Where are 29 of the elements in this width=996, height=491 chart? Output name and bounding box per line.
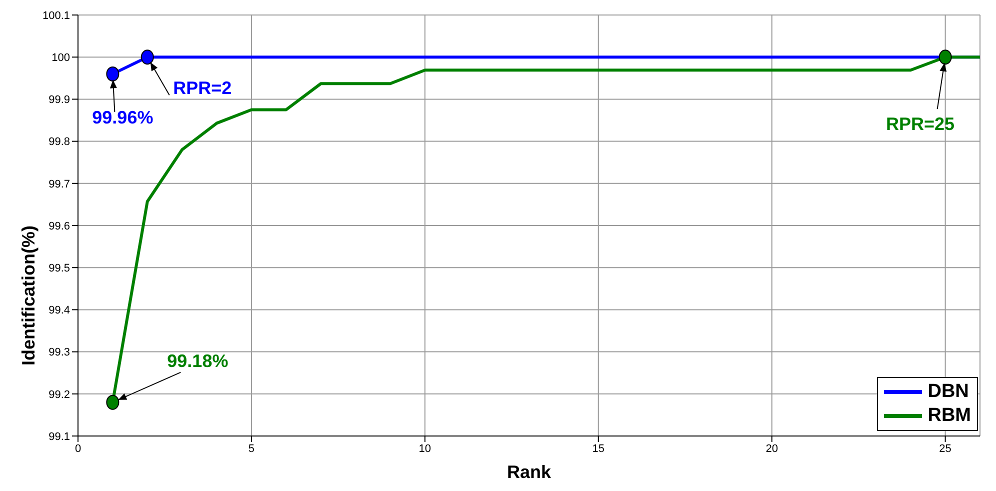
annotation: 99.96% [92,108,154,128]
annotation: 99.18% [167,351,228,372]
y-tick-label: 100 [52,52,70,64]
y-tick-label: 99.4 [48,304,70,317]
y-tick-label: 99.2 [48,388,70,401]
point [938,50,952,65]
legend-label: RBM [928,404,971,428]
x-tick-label: 25 [939,442,952,455]
y-tick-label: 99.9 [48,94,70,106]
x-tick-label: 0 [74,442,82,455]
y-tick-label: 99.1 [48,430,70,443]
x-tick-label: 5 [248,442,255,455]
y-tick-label: 99.3 [48,346,70,359]
y-tick-label: 99.5 [48,262,70,275]
point [106,66,120,82]
x-tick-label: 10 [418,442,432,455]
x-axis-title: Rank [506,462,552,482]
y-tick-label: 99.8 [48,136,70,148]
y-tick-label: 99.6 [48,220,70,232]
annotation: RPR=2 [173,78,232,98]
x-tick-label: 15 [592,442,605,455]
y-tick-label: 100.1 [42,10,70,22]
legend-label: DBN [928,380,969,404]
annotation: RPR=25 [886,114,955,134]
y-tick-label: 99.7 [48,178,70,190]
y-axis-title: Identification(%) [18,226,38,366]
point [140,50,154,65]
x-tick-label: 20 [766,442,778,455]
point [106,394,120,410]
